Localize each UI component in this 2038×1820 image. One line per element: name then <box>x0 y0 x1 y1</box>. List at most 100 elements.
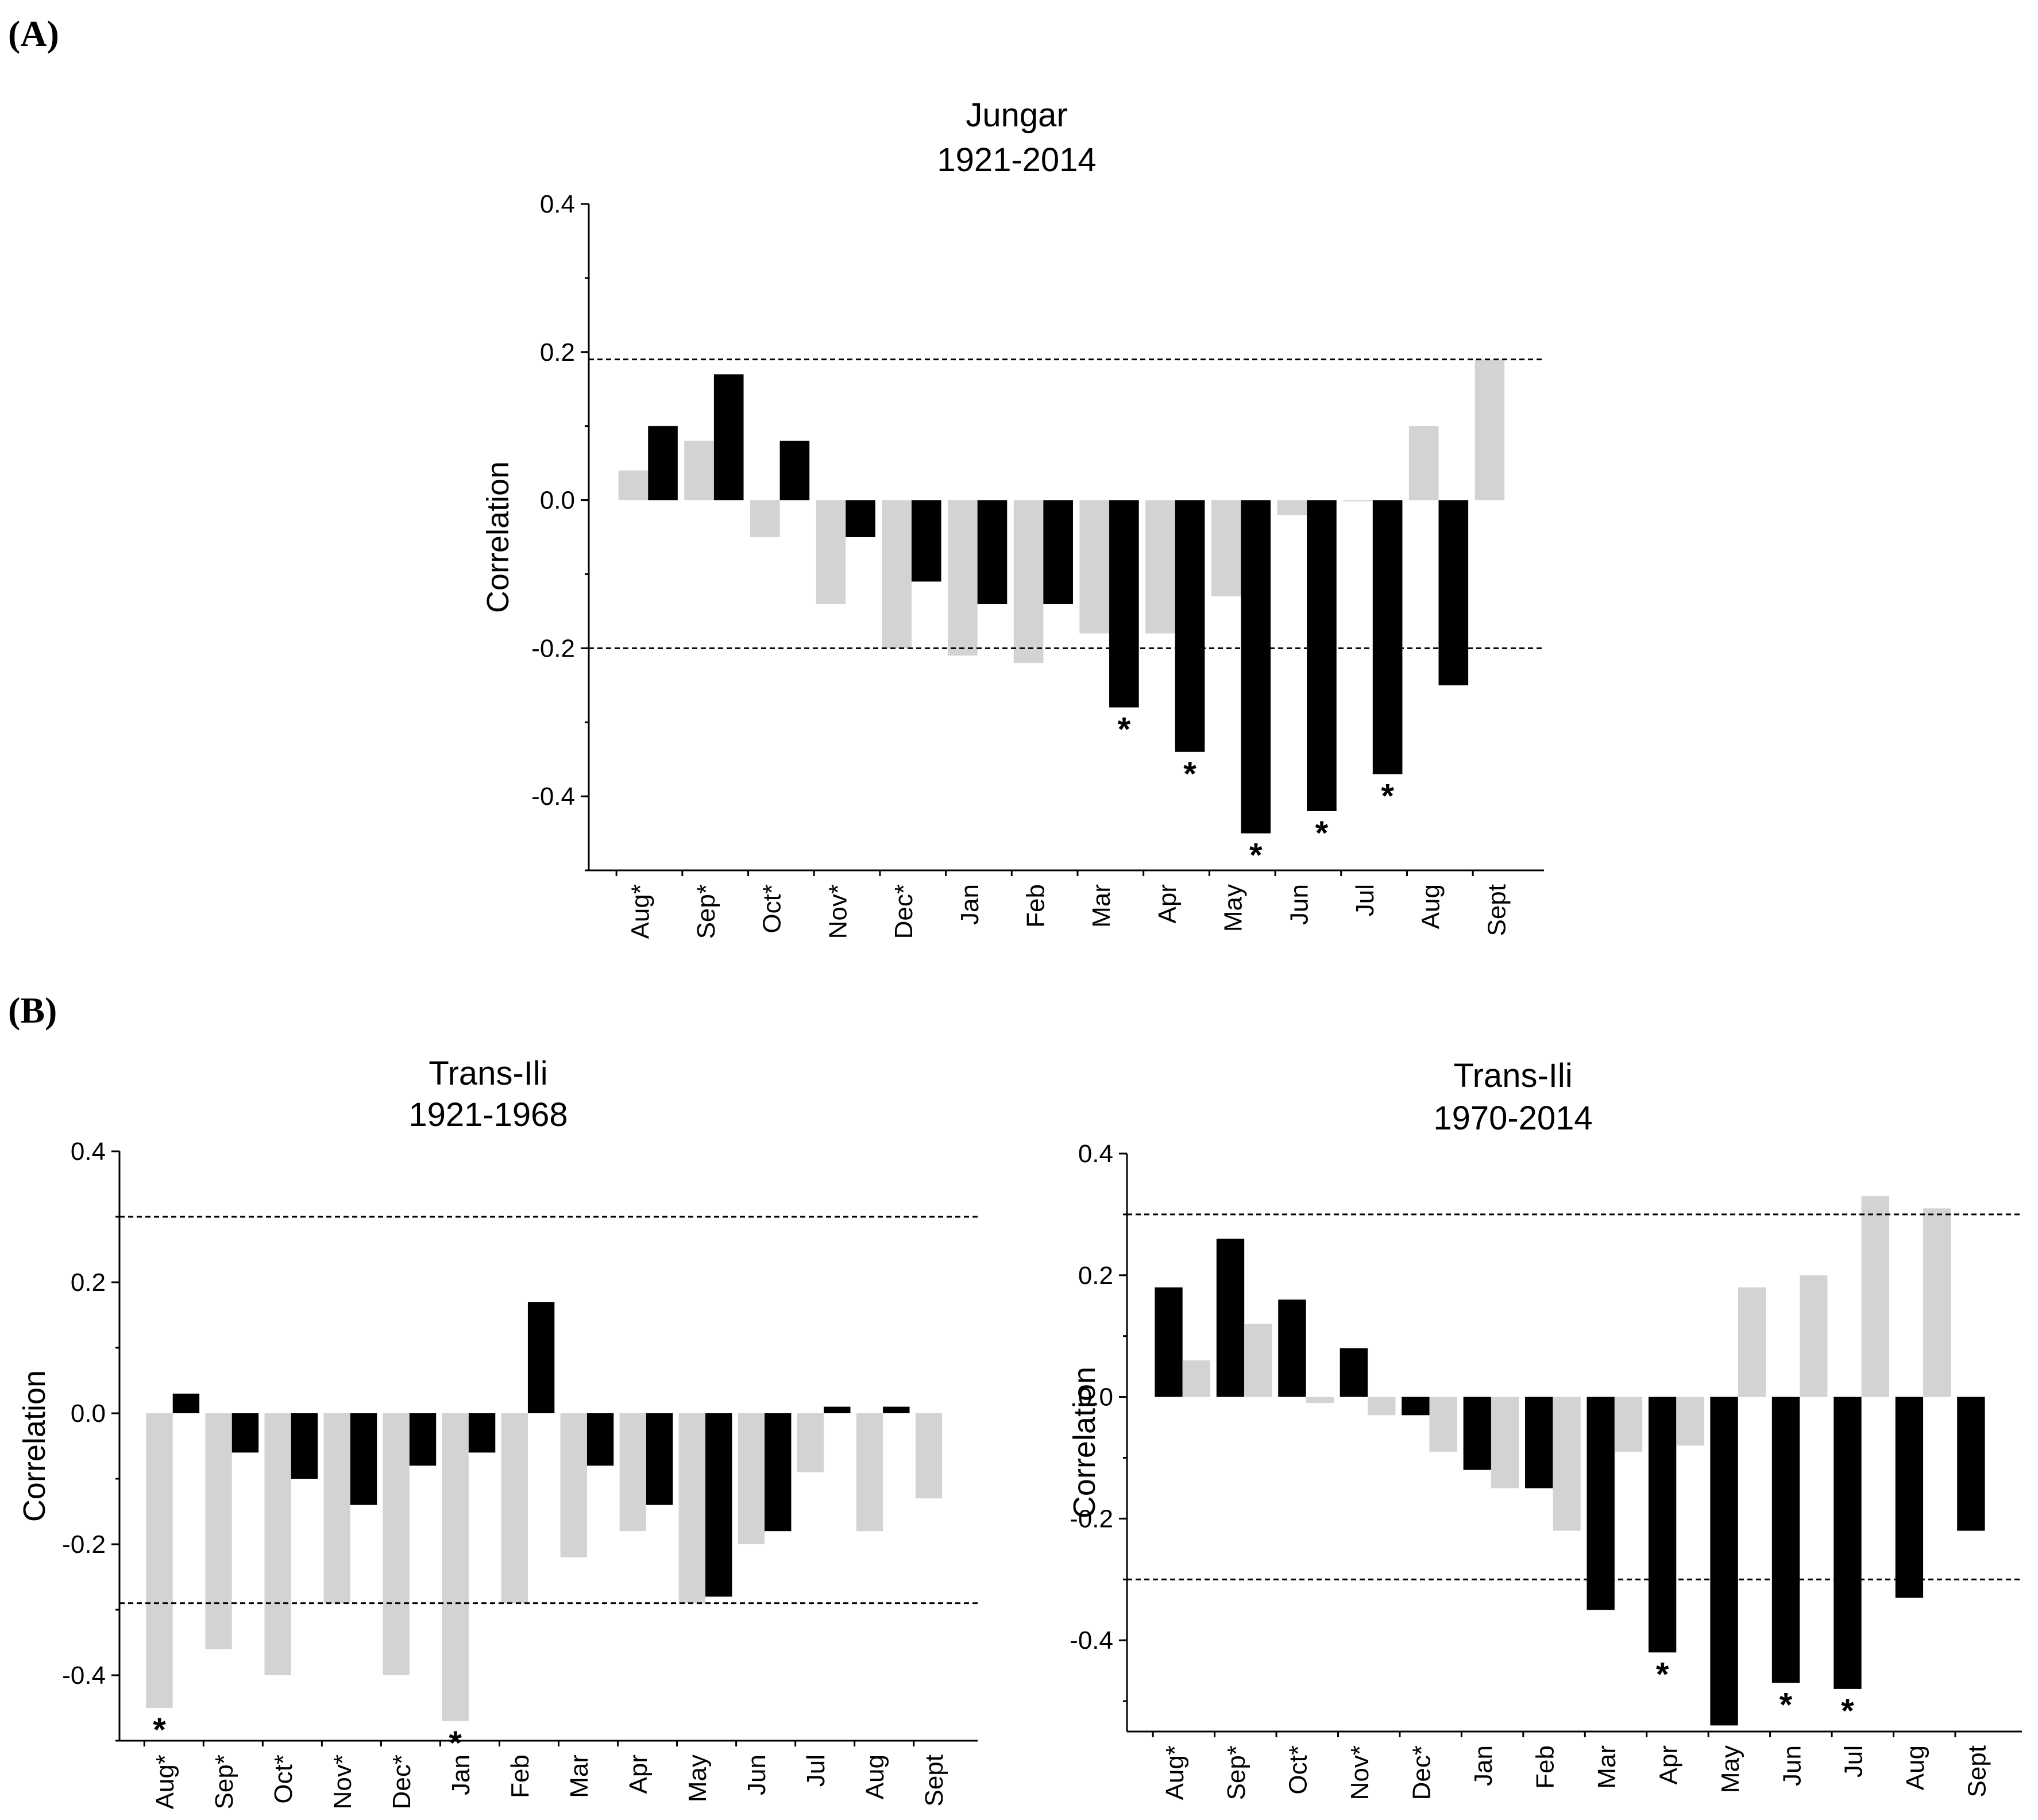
bar-gray-aug-star <box>1182 1360 1211 1397</box>
x-tick-label: Nov* <box>824 884 852 939</box>
significance-star: * <box>1183 755 1196 793</box>
y-tick-label: -0.4 <box>62 1661 106 1690</box>
bar-black-aug <box>1438 500 1469 685</box>
significance-star: * <box>1249 837 1263 874</box>
bar-gray-nov-star <box>323 1413 350 1603</box>
x-tick-label: Sep* <box>210 1755 238 1809</box>
x-tick-label: Jul <box>802 1755 830 1787</box>
x-tick-label: Jan <box>956 884 984 925</box>
bar-gray-feb <box>1553 1397 1581 1531</box>
bar-black-dec-star <box>409 1413 437 1466</box>
bar-black-feb <box>1525 1397 1553 1489</box>
bar-gray-feb <box>501 1413 528 1603</box>
bar-gray-nov-star <box>816 500 846 604</box>
x-tick-label: Sept <box>1963 1745 1991 1798</box>
x-tick-label: Nov* <box>329 1755 357 1809</box>
significance-star: * <box>1841 1692 1854 1730</box>
x-tick-label: Jun <box>743 1755 771 1795</box>
bar-gray-may <box>1738 1287 1766 1397</box>
y-tick-label: 0.4 <box>71 1138 106 1166</box>
bar-black-apr <box>1175 500 1205 752</box>
bar-black-jun <box>765 1413 792 1532</box>
x-tick-label: Aug* <box>151 1755 179 1809</box>
bar-gray-jul <box>797 1413 824 1472</box>
x-tick-label: Feb <box>1531 1745 1559 1789</box>
x-tick-label: Mar <box>1593 1745 1621 1789</box>
bar-gray-dec-star <box>882 500 912 649</box>
bar-gray-feb <box>1013 500 1044 664</box>
bar-black-jul <box>1372 500 1403 774</box>
bar-black-nov-star <box>846 500 875 537</box>
x-tick-label: Feb <box>1022 884 1050 928</box>
chart-jungar: Jungar 1921-2014 Correlation * * * * * 0.4 0.2 0.0… <box>481 97 1544 939</box>
bar-gray-sep-star <box>205 1413 232 1649</box>
significance-star: * <box>1780 1686 1793 1723</box>
x-tick-label: Jul <box>1840 1745 1868 1777</box>
y-tick-label: 0.2 <box>1078 1262 1113 1290</box>
y-tick-label: 0.0 <box>71 1399 106 1428</box>
bar-black-oct-star <box>1278 1300 1306 1397</box>
bar-black-nov-star <box>1340 1348 1368 1397</box>
bar-black-mar <box>1587 1397 1615 1610</box>
y-tick-label: 0.2 <box>540 338 575 367</box>
bar-gray-may <box>678 1413 706 1603</box>
bar-black-apr <box>646 1413 673 1505</box>
y-tick-label: -0.2 <box>1070 1505 1113 1533</box>
x-tick-label: Aug <box>1417 884 1445 929</box>
x-tick-label: Oct* <box>269 1755 298 1804</box>
bar-black-feb <box>527 1302 555 1413</box>
significance-star: * <box>1315 815 1329 852</box>
chart-title-line-1: Trans-Ili <box>429 1055 547 1092</box>
y-tick-label: -0.4 <box>531 782 575 811</box>
significance-star: * <box>1381 777 1394 815</box>
bar-black-jan <box>468 1413 496 1453</box>
bar-black-aug <box>883 1406 910 1413</box>
y-tick-label: 0.4 <box>1078 1140 1113 1168</box>
x-tick-label: Feb <box>506 1755 534 1798</box>
chart-title-line-2: 1970-2014 <box>1433 1100 1592 1137</box>
significance-star: * <box>153 1711 166 1749</box>
bar-gray-sep-star <box>684 441 714 500</box>
x-tick-label: Aug* <box>626 884 654 939</box>
x-tick-label: Jul <box>1351 884 1379 916</box>
x-tick-label: Sept <box>1483 884 1511 936</box>
x-tick-label: Mar <box>565 1755 593 1798</box>
bar-black-mar <box>586 1413 614 1466</box>
x-tick-label: Apr <box>1153 884 1182 923</box>
x-tick-label: Aug* <box>1161 1745 1189 1800</box>
bar-gray-dec-star <box>383 1413 410 1675</box>
x-tick-label: Sep* <box>1222 1745 1250 1800</box>
bar-gray-jan <box>1491 1397 1519 1489</box>
x-tick-label: Jan <box>1469 1745 1497 1786</box>
y-tick-label: -0.2 <box>531 634 575 662</box>
chart-title-line-2: 1921-1968 <box>408 1096 568 1133</box>
x-tick-label: Jun <box>1285 884 1313 925</box>
bar-gray-may <box>1211 500 1241 597</box>
bar-gray-aug <box>856 1413 883 1532</box>
bar-gray-oct-star <box>1306 1397 1334 1403</box>
x-tick-label: Apr <box>624 1755 653 1794</box>
bar-black-dec-star <box>1402 1397 1430 1416</box>
y-tick-label: -0.2 <box>62 1530 106 1559</box>
bar-gray-sept <box>1475 359 1505 500</box>
bar-black-may <box>1710 1397 1738 1726</box>
x-tick-label: Sep* <box>692 884 720 939</box>
y-tick-label: 0.4 <box>540 190 575 218</box>
bar-black-apr <box>1648 1397 1677 1653</box>
bar-gray-dec-star <box>1429 1397 1457 1452</box>
y-axis-label: Correlation <box>17 1370 52 1522</box>
bar-gray-jul <box>1343 500 1373 502</box>
bar-gray-jul <box>1861 1196 1889 1397</box>
bar-gray-oct-star <box>750 500 780 537</box>
bar-gray-aug <box>1408 426 1439 500</box>
x-tick-label: May <box>1219 884 1248 932</box>
bar-gray-jun <box>1800 1275 1828 1397</box>
bar-gray-sep-star <box>1244 1324 1272 1397</box>
bar-black-jun <box>1771 1397 1800 1683</box>
significance-star: * <box>449 1725 462 1762</box>
bar-gray-aug-star <box>618 471 649 500</box>
bar-gray-nov-star <box>1368 1397 1396 1416</box>
bar-black-jan <box>1463 1397 1491 1470</box>
bar-black-jan <box>977 500 1008 604</box>
bar-gray-mar <box>560 1413 587 1557</box>
